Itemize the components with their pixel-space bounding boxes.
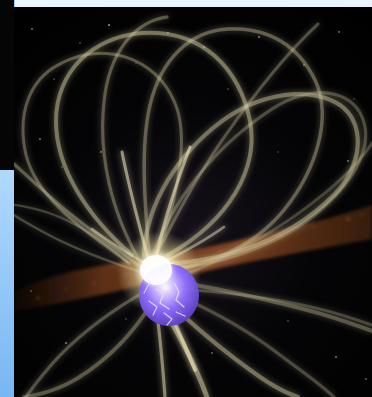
magnetar-illustration [14, 15, 372, 397]
space-scene [14, 7, 372, 397]
magnetic-field-lines [14, 15, 372, 397]
magnetar-star [117, 231, 201, 326]
left-dark-panel [0, 0, 15, 170]
